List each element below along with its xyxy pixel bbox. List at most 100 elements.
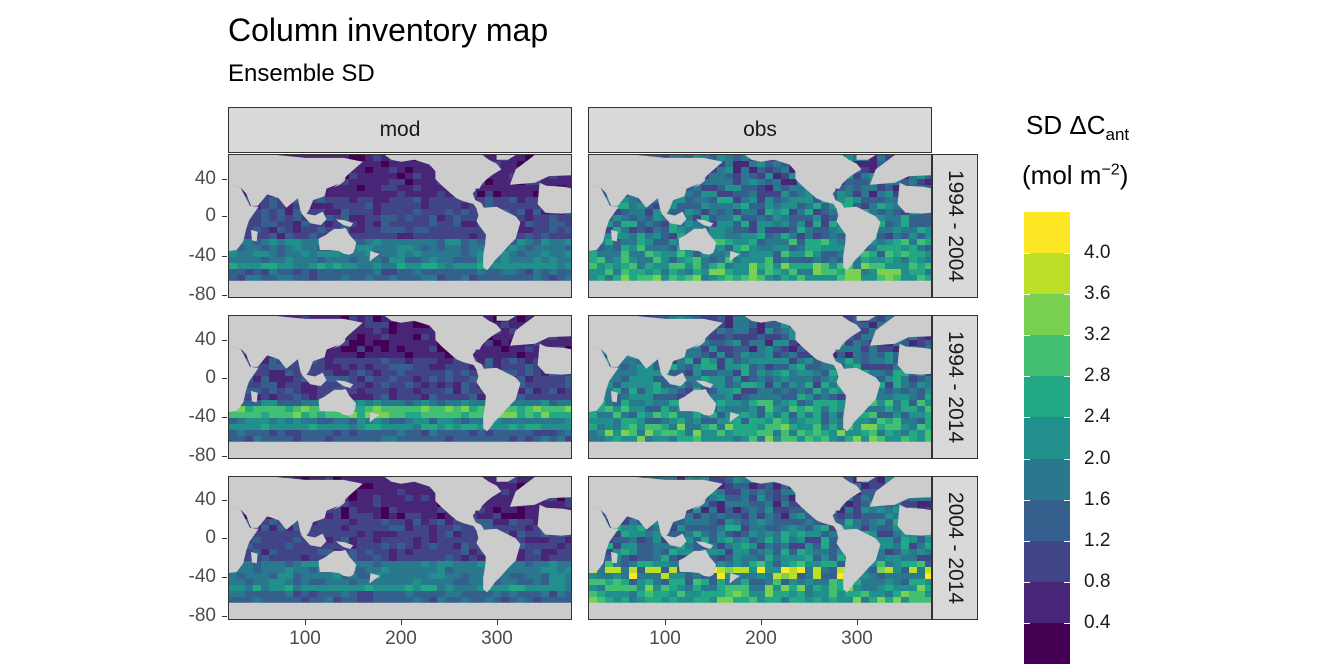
ocean-cell [397,185,406,192]
ocean-cell [869,155,878,162]
ocean-cell [917,340,926,347]
ocean-cell [925,382,931,389]
ocean-cell [277,209,286,216]
ocean-cell [629,203,638,210]
ocean-cell [645,263,654,270]
ocean-cell [277,269,286,276]
ocean-cell [645,209,654,216]
ocean-cell [613,257,622,264]
ocean-cell [909,406,918,413]
ocean-cell [253,209,262,216]
ocean-cell [349,316,358,323]
ocean-cell [501,573,510,580]
ocean-cell [741,436,750,443]
ocean-cell [261,555,270,562]
land-mass [476,367,521,432]
ocean-cell [781,209,790,216]
ocean-cell [509,483,518,490]
ocean-cell [245,245,254,252]
ocean-cell [565,179,571,186]
ocean-cell [397,573,406,580]
ocean-cell [741,251,750,258]
ocean-cell [285,525,294,532]
ocean-cell [533,567,542,574]
ocean-cell [397,430,406,437]
ocean-cell [253,537,262,544]
ocean-cell [509,197,518,204]
ocean-cell [733,376,742,383]
ocean-cell [357,227,366,234]
ocean-cell [357,579,366,586]
ocean-cell [717,209,726,216]
ocean-cell [453,430,462,437]
ocean-cell [365,209,374,216]
ocean-cell [341,185,350,192]
ocean-cell [693,424,702,431]
ocean-cell [429,269,438,276]
ocean-cell [805,239,814,246]
ocean-cell [805,400,814,407]
ocean-cell [621,418,630,425]
ocean-cell [437,209,446,216]
ocean-cell [421,501,430,508]
ocean-cell [669,406,678,413]
ocean-cell [805,191,814,198]
ocean-cell [237,257,246,264]
ocean-cell [525,543,534,550]
ocean-cell [925,239,931,246]
ocean-cell [917,424,926,431]
ocean-cell [381,489,390,496]
ocean-cell [445,561,454,568]
ocean-cell [333,221,342,228]
ocean-cell [477,561,486,568]
ocean-cell [917,251,926,258]
ocean-cell [717,370,726,377]
ocean-cell [789,221,798,228]
ocean-cell [317,388,326,395]
ocean-cell [381,203,390,210]
ocean-cell [453,436,462,443]
ocean-cell [437,424,446,431]
ocean-cell [749,239,758,246]
ocean-cell [749,364,758,371]
ocean-cell [557,251,566,258]
ocean-cell [797,388,806,395]
ocean-cell [549,269,558,276]
ocean-cell [325,418,334,425]
ocean-cell [813,394,822,401]
ocean-cell [877,364,886,371]
ocean-cell [253,567,262,574]
ocean-cell [309,388,318,395]
ocean-cell [813,263,822,270]
ocean-cell [893,352,902,359]
ocean-cell [381,346,390,353]
ocean-cell [893,275,902,282]
ocean-cell [797,275,806,282]
ocean-cell [693,185,702,192]
ocean-cell [469,370,478,377]
ocean-cell [477,239,486,246]
ocean-cell [685,430,694,437]
land-mass [589,441,931,458]
ocean-cell [493,483,502,490]
ocean-cell [805,376,814,383]
ocean-cell [413,382,422,389]
ocean-cell [381,352,390,359]
ocean-cell [869,245,878,252]
ocean-cell [421,239,430,246]
ocean-cell [357,328,366,335]
ocean-cell [461,573,470,580]
ocean-cell [565,543,571,550]
ocean-cell [509,412,518,419]
ocean-cell [565,233,571,240]
ocean-cell [525,257,534,264]
ocean-cell [789,167,798,174]
ocean-cell [789,245,798,252]
ocean-cell [477,352,486,359]
ocean-cell [709,155,718,162]
ocean-cell [285,418,294,425]
ocean-cell [277,555,286,562]
ocean-cell [517,358,526,365]
ocean-cell [869,370,878,377]
ocean-cell [413,370,422,377]
